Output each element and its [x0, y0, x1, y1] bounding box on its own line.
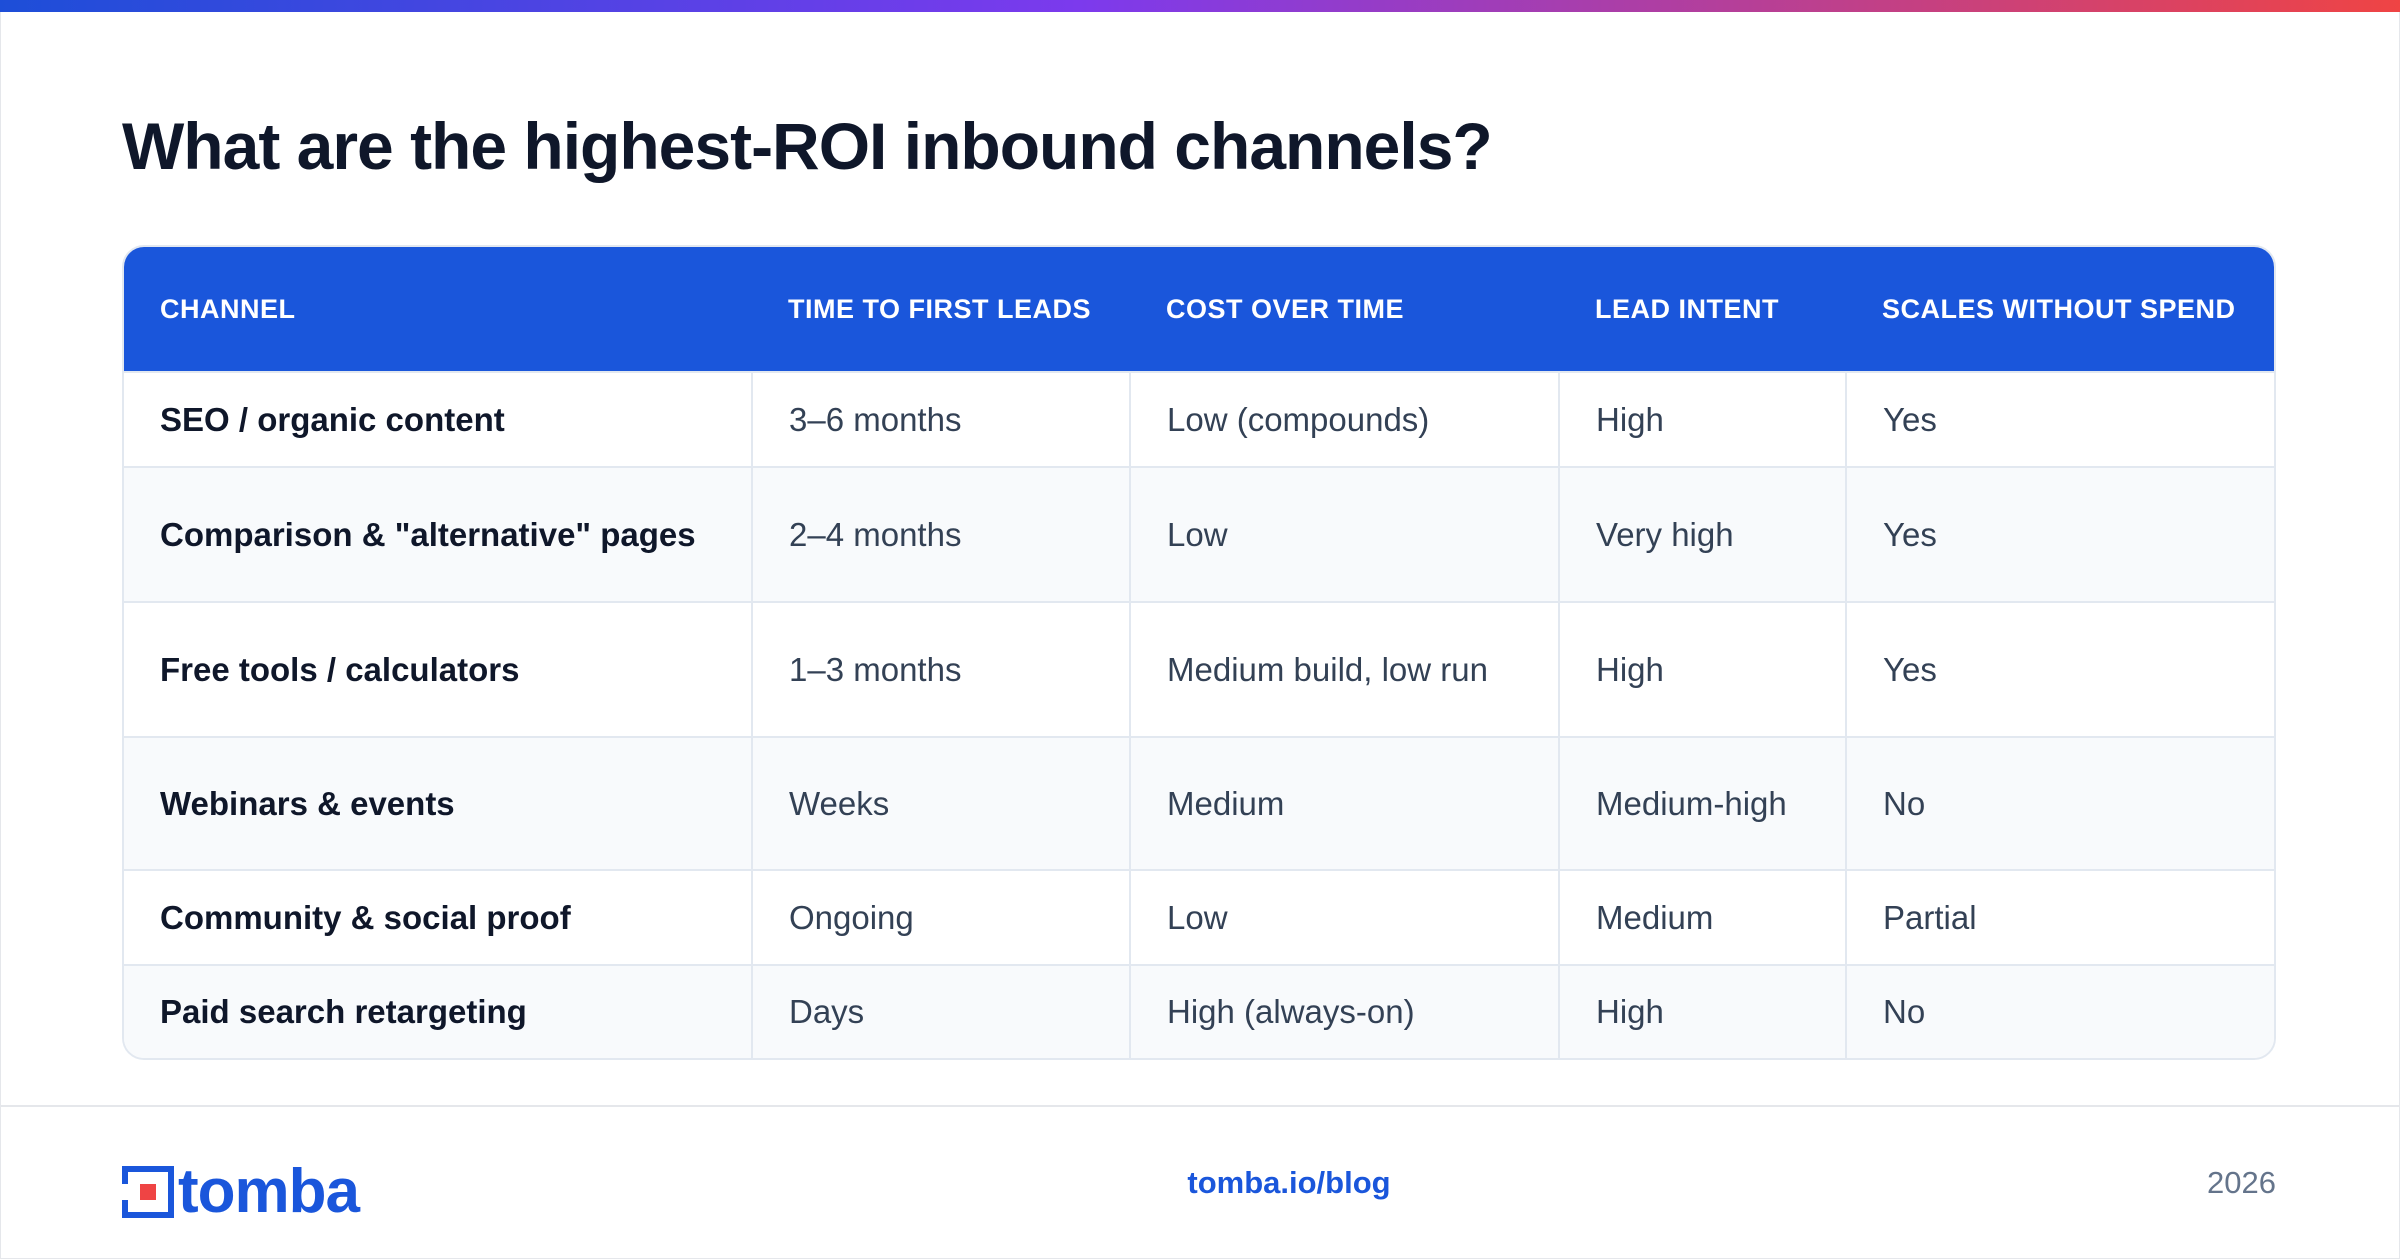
header-row: CHANNEL TIME TO FIRST LEADS COST OVER TIME…: [124, 247, 2274, 372]
table-cell: Very high: [1558, 466, 1846, 602]
column-header: CHANNEL: [124, 247, 752, 372]
table-cell: No: [1845, 736, 2274, 870]
table-cell: Medium: [1558, 869, 1846, 965]
table-row: Webinars & events Weeks Medium Medium-high N…: [124, 736, 2274, 870]
title: What are the highest-ROI inbound channel…: [122, 109, 1493, 183]
table-cell: High: [1558, 964, 1846, 1058]
table-row: SEO / organic content 3–6 months Low (comp…: [124, 371, 2274, 467]
channel-cell: Paid search retargeting: [124, 964, 752, 1058]
table: CHANNEL TIME TO FIRST LEADS COST OVER TIME…: [124, 247, 2274, 1058]
footer-divider: [1, 1105, 2399, 1107]
column-header: TIME TO FIRST LEADS: [752, 247, 1130, 372]
column-header: LEAD INTENT: [1559, 247, 1846, 372]
table-row: Free tools / calculators 1–3 months Medium…: [124, 601, 2274, 737]
top-bar: [0, 0, 2400, 12]
channel-cell: SEO / organic content: [124, 371, 752, 467]
table-cell: No: [1845, 964, 2274, 1058]
table-row: Paid search retargeting Days High (always-…: [124, 964, 2274, 1058]
column-header: SCALES WITHOUT SPEND: [1846, 247, 2274, 372]
table-cell: Yes: [1845, 371, 2274, 467]
column-header: COST OVER TIME: [1130, 247, 1559, 372]
table-cell: 1–3 months: [751, 601, 1130, 737]
table-cell: Partial: [1845, 869, 2274, 965]
table-cell: Medium build, low run: [1129, 601, 1559, 737]
channel-cell: Community & social proof: [124, 869, 752, 965]
table-cell: High: [1558, 601, 1846, 737]
footer-year: 2026: [2207, 1165, 2276, 1200]
table-cell: Yes: [1845, 466, 2274, 602]
logo-text: tomba: [178, 1157, 360, 1226]
table-cell: Yes: [1845, 601, 2274, 737]
footer-link[interactable]: tomba.io/blog: [1187, 1165, 1391, 1200]
table-row: Comparison & "alternative" pages 2–4 mont…: [124, 466, 2274, 602]
table-cell: Weeks: [751, 736, 1130, 870]
table-cell: Medium-high: [1558, 736, 1846, 870]
table-cell: Days: [751, 964, 1130, 1058]
table-cell: Ongoing: [751, 869, 1130, 965]
table-cell: 3–6 months: [751, 371, 1130, 467]
channel-cell: Webinars & events: [124, 736, 752, 870]
table-row: Community & social proof Ongoing Low Medium…: [124, 869, 2274, 965]
table-cell: Medium: [1129, 736, 1559, 870]
logo-icon: [122, 1165, 174, 1218]
table-cell: Low: [1129, 869, 1559, 965]
table-cell: 2–4 months: [751, 466, 1130, 602]
table-cell: Low (compounds): [1129, 371, 1559, 467]
table-cell: Low: [1129, 466, 1559, 602]
channel-cell: Free tools / calculators: [124, 601, 752, 737]
logo[interactable]: tomba: [122, 1156, 360, 1227]
table-cell: High (always-on): [1129, 964, 1559, 1058]
channel-cell: Comparison & "alternative" pages: [124, 466, 752, 602]
table-container: CHANNEL TIME TO FIRST LEADS COST OVER TIME…: [122, 245, 2276, 1060]
table-cell: High: [1558, 371, 1846, 467]
